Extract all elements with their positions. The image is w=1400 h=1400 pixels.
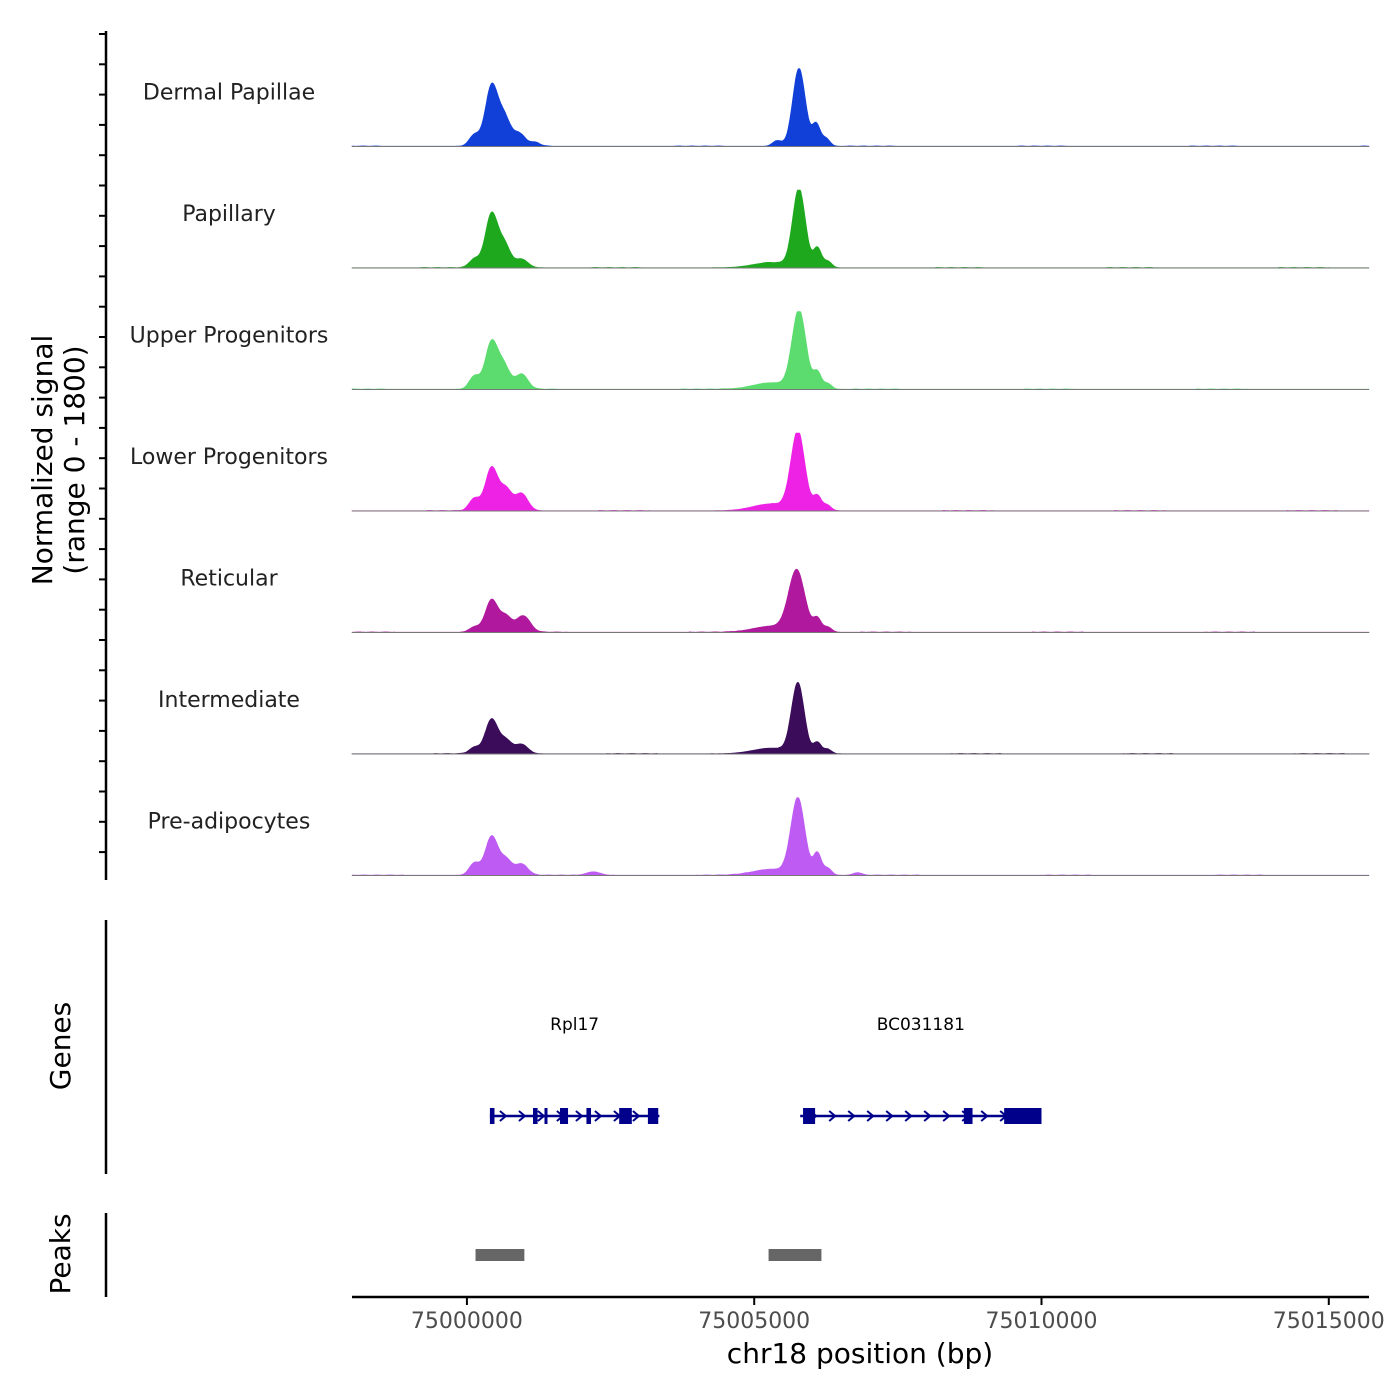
axes: 75000000 75005000 75010000 75015000 [99,31,1385,1334]
gene-model: Rpl17 [489,1015,660,1124]
genes-track-title: Genes [44,1002,77,1090]
gene-label: Rpl17 [550,1015,599,1035]
strand-arrow [980,1110,989,1122]
coverage-track [351,189,1370,269]
coverage-track [351,432,1370,512]
gene-label: BC031181 [877,1015,965,1035]
strand-arrow [632,1110,641,1122]
strand-arrow [575,1110,584,1122]
track-label: Reticular [180,567,278,592]
gene-exon [559,1108,569,1124]
coverage-area [351,432,1370,512]
gene-exon [619,1108,632,1124]
genes-track: Rpl17 BC031181 [489,1015,1042,1124]
gene-exon [544,1108,548,1124]
gene-exon [489,1108,495,1124]
peaks-track [475,1249,822,1261]
coverage-track [351,681,1370,755]
gene-model: BC031181 [800,1015,1042,1124]
coverage-track [351,68,1370,147]
coverage-area [351,568,1370,633]
strand-arrow [594,1110,603,1122]
gene-exon [586,1108,592,1124]
coverage-track [351,311,1370,390]
y-axis-title: Normalized signal [26,335,59,586]
gene-exon [803,1108,816,1124]
coverage-area [351,311,1370,390]
track-label: Pre-adipocytes [148,810,311,835]
strand-arrow [885,1110,894,1122]
track-label: Papillary [182,202,276,227]
coverage-track [351,568,1370,633]
strand-arrow [942,1110,951,1122]
strand-arrow [537,1110,546,1122]
strand-arrow [847,1110,856,1122]
strand-arrow [828,1110,837,1122]
strand-arrow [518,1110,527,1122]
strand-arrow [866,1110,875,1122]
peaks-track-title: Peaks [44,1213,77,1294]
track-label: Intermediate [158,688,300,713]
x-tick-label: 75005000 [698,1309,810,1334]
peak-region [768,1249,822,1261]
gene-exon [963,1108,973,1124]
coverage-area [351,68,1370,147]
gene-exon [532,1108,538,1124]
strand-arrow [499,1110,508,1122]
gene-exon [1004,1108,1042,1124]
coverage-area [351,797,1370,876]
gene-exon [647,1108,659,1124]
y-axis-subtitle: (range 0 - 1800) [58,345,91,574]
coverage-track [351,797,1370,876]
track-label: Upper Progenitors [130,324,329,349]
strand-arrow [904,1110,913,1122]
x-tick-label: 75010000 [985,1309,1097,1334]
track-label: Lower Progenitors [130,445,328,470]
coverage-area [351,681,1370,755]
x-axis-title: chr18 position (bp) [727,1337,993,1370]
coverage-tracks [351,68,1370,876]
x-tick-label: 75000000 [411,1309,523,1334]
strand-arrow [923,1110,932,1122]
track-label: Dermal Papillae [143,81,315,106]
x-tick-label: 75015000 [1273,1309,1385,1334]
track-labels: Dermal Papillae Papillary Upper Progenitor… [130,81,329,835]
peak-region [475,1249,525,1261]
coverage-area [351,189,1370,269]
